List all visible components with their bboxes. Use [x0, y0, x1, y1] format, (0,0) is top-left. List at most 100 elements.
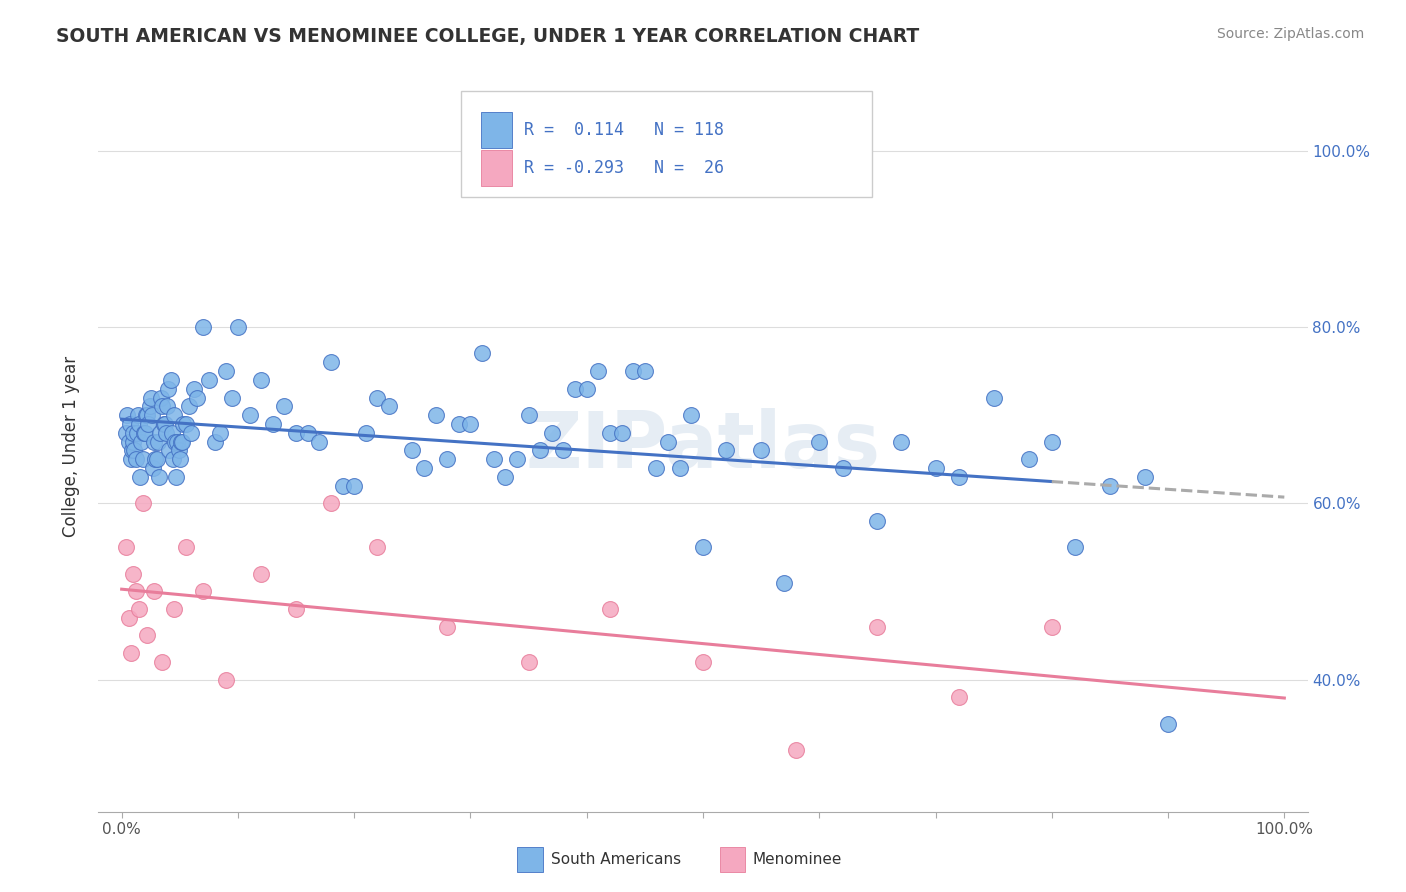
Point	[716, 443, 738, 458]
Point	[127, 408, 149, 422]
Point	[156, 400, 179, 414]
Point	[139, 391, 162, 405]
Point	[121, 443, 143, 458]
Point	[136, 628, 159, 642]
Point	[866, 620, 889, 634]
Point	[517, 655, 540, 669]
Point	[157, 443, 180, 458]
Point	[129, 470, 152, 484]
Point	[150, 391, 173, 405]
Text: SOUTH AMERICAN VS MENOMINEE COLLEGE, UNDER 1 YEAR CORRELATION CHART: SOUTH AMERICAN VS MENOMINEE COLLEGE, UND…	[56, 27, 920, 45]
Point	[143, 584, 166, 599]
Point	[166, 434, 188, 449]
Point	[138, 400, 160, 414]
Point	[575, 382, 598, 396]
Point	[517, 408, 540, 422]
Point	[239, 408, 262, 422]
Point	[645, 461, 668, 475]
Point	[436, 620, 458, 634]
Point	[924, 461, 946, 475]
Point	[141, 408, 163, 422]
Point	[215, 364, 238, 378]
Point	[285, 425, 308, 440]
Point	[332, 478, 354, 492]
Y-axis label: College, Under 1 year: College, Under 1 year	[62, 355, 80, 537]
Point	[155, 425, 177, 440]
Point	[983, 391, 1005, 405]
Point	[460, 417, 482, 431]
Point	[157, 382, 180, 396]
Point	[183, 382, 205, 396]
Point	[191, 320, 214, 334]
Point	[1040, 434, 1063, 449]
Point	[599, 602, 621, 616]
Point	[553, 443, 575, 458]
Point	[273, 400, 295, 414]
Point	[250, 566, 273, 581]
Point	[354, 425, 377, 440]
Point	[610, 425, 633, 440]
Point	[191, 584, 214, 599]
Point	[153, 417, 176, 431]
Point	[681, 408, 703, 422]
Point	[122, 434, 145, 449]
FancyBboxPatch shape	[461, 91, 872, 197]
Point	[204, 434, 226, 449]
Point	[180, 425, 202, 440]
Point	[285, 602, 308, 616]
Point	[162, 452, 184, 467]
Point	[808, 434, 831, 449]
Point	[115, 425, 138, 440]
Text: R =  0.114   N = 118: R = 0.114 N = 118	[524, 121, 724, 139]
Point	[425, 408, 447, 422]
Point	[1064, 541, 1087, 555]
Point	[226, 320, 249, 334]
Point	[163, 408, 186, 422]
Point	[494, 470, 516, 484]
Point	[209, 425, 232, 440]
Text: Menominee: Menominee	[752, 853, 842, 867]
Point	[148, 470, 170, 484]
Point	[588, 364, 610, 378]
Point	[749, 443, 772, 458]
Point	[948, 470, 970, 484]
Point	[319, 496, 342, 510]
Point	[172, 434, 194, 449]
Point	[145, 452, 167, 467]
Point	[692, 655, 714, 669]
Point	[634, 364, 657, 378]
Point	[948, 690, 970, 705]
Point	[172, 417, 194, 431]
Point	[506, 452, 529, 467]
Point	[447, 417, 470, 431]
Point	[692, 541, 714, 555]
Point	[160, 425, 183, 440]
Point	[250, 373, 273, 387]
Point	[831, 461, 853, 475]
Point	[564, 382, 586, 396]
Point	[1157, 716, 1180, 731]
Point	[366, 541, 388, 555]
Point	[159, 373, 181, 387]
Point	[169, 452, 191, 467]
Point	[540, 425, 562, 440]
Point	[150, 655, 173, 669]
Point	[343, 478, 366, 492]
FancyBboxPatch shape	[481, 151, 512, 186]
Point	[136, 408, 159, 422]
Point	[118, 417, 141, 431]
Point	[179, 400, 201, 414]
Point	[1133, 470, 1156, 484]
Point	[150, 400, 173, 414]
Point	[866, 514, 889, 528]
Point	[115, 541, 138, 555]
Point	[1040, 620, 1063, 634]
Text: R = -0.293   N =  26: R = -0.293 N = 26	[524, 159, 724, 177]
Point	[668, 461, 690, 475]
Point	[773, 575, 796, 590]
Point	[471, 346, 494, 360]
Point	[135, 408, 157, 422]
Point	[122, 425, 145, 440]
Point	[120, 646, 142, 660]
Point	[436, 452, 458, 467]
